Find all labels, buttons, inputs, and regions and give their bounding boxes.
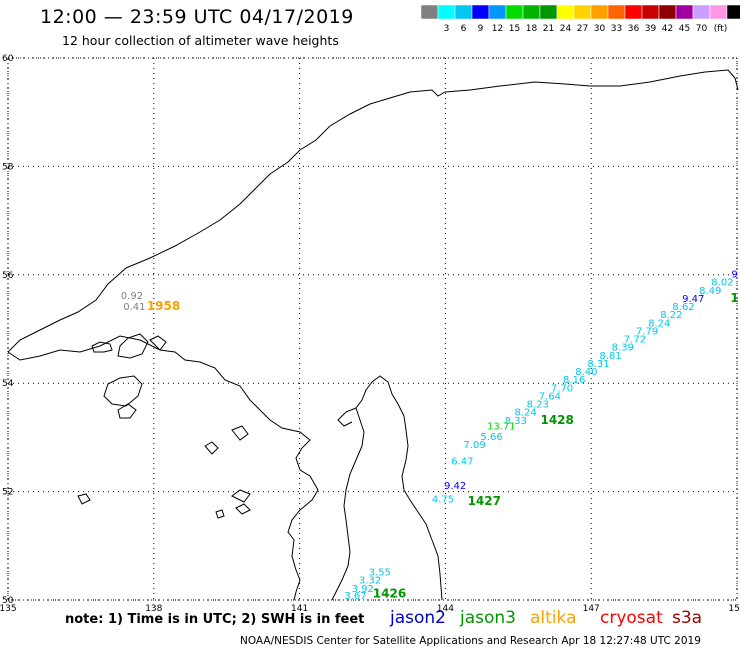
wave-height-label: 7.09 bbox=[463, 440, 485, 451]
shantar-island-2 bbox=[117, 333, 149, 359]
wave-height-label: 9 bbox=[731, 270, 737, 281]
map-frame bbox=[7, 57, 738, 601]
wave-height-label: 7.70 bbox=[551, 383, 573, 394]
lon-tick-label: 135 bbox=[0, 604, 17, 614]
wave-height-label: 7.79 bbox=[636, 326, 658, 337]
wave-height-label: 7.64 bbox=[539, 391, 561, 402]
wave-height-colorbar: 3 6 9 12 15 18 21 24 27 30 33 36 39 42 45 70 (ft) bbox=[420, 4, 740, 34]
colorbar-tick-label: 27 bbox=[577, 24, 588, 34]
colorbar-tick-label: 12 bbox=[492, 24, 503, 34]
chart-subtitle: 12 hour collection of altimeter wave hei… bbox=[62, 33, 339, 48]
colorbar-tick-label: 42 bbox=[662, 24, 673, 34]
colorbar-tick-label: 15 bbox=[509, 24, 520, 34]
lon-tick-label: 147 bbox=[583, 604, 600, 614]
map-grid bbox=[7, 57, 738, 601]
wave-height-label: 8.33 bbox=[505, 416, 527, 427]
colorbar-swatch bbox=[726, 4, 740, 20]
shantar-island-4 bbox=[103, 375, 143, 407]
map-note: note: 1) Time is in UTC; 2) SWH is in fe… bbox=[65, 612, 365, 627]
colorbar-tick-label: 18 bbox=[526, 24, 538, 34]
chart-title: 12:00 — 23:59 UTC 04/17/2019 bbox=[40, 6, 354, 28]
colorbar-tick-label: 33 bbox=[611, 24, 622, 34]
legend-jason2: jason2 bbox=[390, 608, 446, 628]
lat-tick-label: 58 bbox=[2, 162, 14, 172]
wave-height-label: 5.66 bbox=[480, 432, 502, 443]
lon-tick-label: 138 bbox=[145, 604, 162, 614]
colorbar-tick-label: 9 bbox=[478, 24, 484, 34]
colorbar-tick-label: 36 bbox=[628, 24, 640, 34]
wave-height-label: 3.67 bbox=[344, 591, 366, 602]
track-time-label: 1426 bbox=[373, 586, 406, 600]
track-time-label: 1 bbox=[730, 291, 738, 305]
lat-tick-label: 56 bbox=[2, 271, 14, 281]
lat-tick-label: 54 bbox=[2, 379, 14, 389]
mainland-coastline bbox=[7, 69, 736, 353]
wave-height-label: 8.24 bbox=[648, 318, 670, 329]
colorbar-tick-label: 6 bbox=[461, 24, 467, 34]
colorbar-tick-label: 21 bbox=[543, 24, 554, 34]
wave-height-label: 9.42 bbox=[444, 481, 466, 492]
wave-height-label: 6.47 bbox=[451, 457, 473, 468]
legend-altika: altika bbox=[530, 608, 577, 628]
axis-ticks: 135 138 141 144 147 150 60 58 56 54 52 50 bbox=[0, 54, 740, 614]
wave-height-label: 8.24 bbox=[514, 408, 536, 419]
schmidt-peninsula bbox=[337, 407, 357, 427]
wave-height-label: 4.75 bbox=[432, 494, 454, 505]
wave-height-label: 3.32 bbox=[359, 576, 381, 587]
legend-s3a: s3a bbox=[672, 608, 703, 628]
colorbar-tick-label: 24 bbox=[560, 24, 572, 34]
colorbar-tick-label: 39 bbox=[645, 24, 657, 34]
coastline bbox=[7, 69, 739, 601]
wave-height-label: 8.22 bbox=[660, 310, 682, 321]
legend-cryosat: cryosat bbox=[600, 608, 663, 628]
wave-height-label: 8.62 bbox=[672, 302, 694, 313]
colorbar-tick-label: 30 bbox=[594, 24, 606, 34]
lat-tick-label: 50 bbox=[2, 596, 14, 606]
wave-height-label: 3.55 bbox=[369, 568, 391, 579]
colorbar-tick-label: 45 bbox=[679, 24, 690, 34]
track-time-label: 1428 bbox=[540, 413, 573, 427]
footer-credit: NOAA/NESDIS Center for Satellite Applica… bbox=[240, 635, 701, 647]
wave-height-label: 8.40 bbox=[575, 367, 597, 378]
small-island-5 bbox=[77, 493, 91, 505]
legend-jason3: jason3 bbox=[460, 608, 516, 628]
shantar-island-1 bbox=[91, 341, 113, 353]
lat-tick-label: 60 bbox=[2, 54, 14, 64]
wave-height-label: 8.23 bbox=[527, 400, 549, 411]
small-island-4 bbox=[235, 503, 251, 515]
amur-coastline bbox=[7, 335, 319, 601]
small-island-1 bbox=[204, 441, 219, 455]
wave-height-label: 8.16 bbox=[563, 375, 585, 386]
wave-height-label: 0.41 bbox=[123, 302, 145, 313]
wave-height-label: 0.92 bbox=[121, 291, 143, 302]
wave-height-label: 3.92 bbox=[352, 584, 374, 595]
sakhalin-coastline bbox=[331, 375, 443, 601]
small-island-6 bbox=[215, 509, 225, 519]
wave-height-label: 8.81 bbox=[600, 351, 622, 362]
lon-tick-label: 144 bbox=[437, 604, 454, 614]
wave-height-label: 8.31 bbox=[587, 359, 609, 370]
small-island-3 bbox=[231, 489, 251, 503]
track-time-label: 1427 bbox=[468, 494, 501, 508]
shantar-island-5 bbox=[117, 403, 137, 419]
track-time-label: 1958 bbox=[147, 299, 180, 313]
lon-tick-label: 141 bbox=[291, 604, 308, 614]
colorbar-unit: (ft) bbox=[714, 24, 728, 34]
colorbar-tick-label: 3 bbox=[444, 24, 450, 34]
shantar-island-3 bbox=[149, 335, 167, 351]
wave-height-label: 8.02 bbox=[711, 278, 733, 289]
colorbar-tick-label: 70 bbox=[696, 24, 708, 34]
small-island-2 bbox=[231, 425, 249, 441]
wave-height-label: 8.49 bbox=[699, 286, 721, 297]
wave-height-label: 9.47 bbox=[682, 294, 704, 305]
wave-height-label: 13.71 bbox=[487, 421, 516, 432]
wave-height-label: 7.72 bbox=[624, 335, 646, 346]
wave-height-label: 8.39 bbox=[612, 343, 634, 354]
lat-tick-label: 52 bbox=[2, 488, 13, 498]
kamchatka-coastline bbox=[734, 77, 739, 91]
lon-tick-label: 150 bbox=[728, 604, 740, 614]
